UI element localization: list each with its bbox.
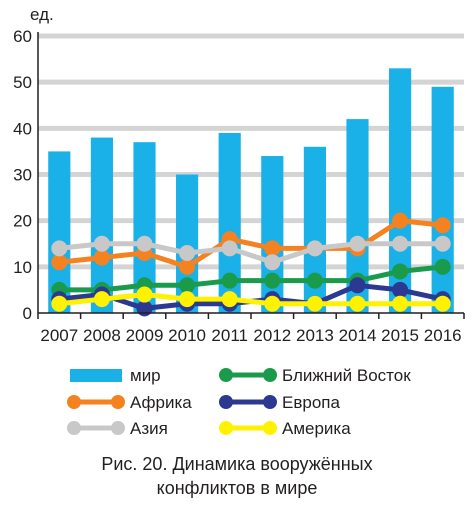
point-азия-2012 bbox=[264, 254, 281, 271]
x-tick-label-2012: 2012 bbox=[253, 326, 291, 345]
y-tick-label-10: 10 bbox=[13, 258, 32, 277]
x-tick-label-2007: 2007 bbox=[40, 326, 78, 345]
x-tick-label-2010: 2010 bbox=[168, 326, 206, 345]
point-азия-2014 bbox=[349, 235, 366, 252]
y-tick-label-50: 50 bbox=[13, 73, 32, 92]
axes bbox=[37, 32, 465, 319]
point-азия-2015 bbox=[392, 235, 409, 252]
legend-marker-left-азия bbox=[67, 421, 81, 435]
point-африка-2016 bbox=[434, 217, 451, 234]
line-африка bbox=[59, 218, 443, 270]
point-африка-2008 bbox=[93, 249, 110, 266]
bar-2011 bbox=[218, 132, 241, 313]
x-tick-label-2013: 2013 bbox=[296, 326, 334, 345]
legend-marker-right-азия bbox=[111, 421, 125, 435]
legend-label-азия: Азия bbox=[130, 419, 168, 438]
y-tick-labels: 0 10 20 30 40 50 60 bbox=[13, 27, 32, 323]
line-азия bbox=[59, 241, 443, 265]
legend-marker-right-америка bbox=[263, 421, 277, 435]
point-азия-2013 bbox=[306, 240, 323, 257]
point-ближний-восток-2011 bbox=[221, 272, 238, 289]
point-ближний-восток-2015 bbox=[392, 263, 409, 280]
point-азия-2007 bbox=[51, 240, 68, 257]
legend-swatch-мир bbox=[70, 369, 122, 382]
legend-label-африка: Африка bbox=[130, 393, 192, 412]
point-азия-2008 bbox=[93, 235, 110, 252]
caption-line-2: конфликтов в мире bbox=[156, 478, 318, 498]
caption-line-1: Рис. 20. Динамика вооружённых bbox=[101, 454, 373, 474]
point-ближний-восток-2012 bbox=[264, 272, 281, 289]
legend-label-мир: мир bbox=[130, 366, 161, 385]
point-америка-2013 bbox=[306, 295, 323, 312]
point-европа-2014 bbox=[349, 277, 366, 294]
line-series bbox=[51, 212, 451, 317]
point-америка-2016 bbox=[434, 295, 451, 312]
legend-label-ближний-восток: Ближний Восток bbox=[282, 366, 411, 385]
point-америка-2009 bbox=[136, 286, 153, 303]
x-tick-label-2015: 2015 bbox=[381, 326, 419, 345]
bar-2014 bbox=[346, 119, 369, 313]
point-ближний-восток-2016 bbox=[434, 258, 451, 275]
point-ближний-восток-2010 bbox=[179, 277, 196, 294]
point-европа-2009 bbox=[136, 300, 153, 317]
legend-marker-left-африка bbox=[67, 395, 81, 409]
legend-marker-left-ближний-восток bbox=[219, 368, 233, 382]
point-ближний-восток-2013 bbox=[306, 272, 323, 289]
bar-2009 bbox=[133, 142, 156, 313]
bar-2008 bbox=[90, 137, 113, 313]
point-африка-2015 bbox=[392, 212, 409, 229]
x-tick-label-2016: 2016 bbox=[424, 326, 462, 345]
line-ближний-восток bbox=[59, 264, 443, 293]
legend-label-америка: Америка bbox=[282, 419, 351, 438]
bar-2012 bbox=[261, 156, 284, 313]
legend-marker-right-ближний-восток bbox=[263, 368, 277, 382]
point-африка-2007 bbox=[51, 254, 68, 271]
point-африка-2012 bbox=[264, 240, 281, 257]
bar-2010 bbox=[176, 174, 199, 313]
figure-caption: Рис. 20. Динамика вооружённых конфликтов… bbox=[0, 452, 474, 500]
y-tick-label-60: 60 bbox=[13, 27, 32, 46]
y-tick-label-30: 30 bbox=[13, 166, 32, 185]
x-tick-labels: 2007 2008 2009 2010 2011 2012 2013 2014 2015 2016 bbox=[40, 326, 461, 345]
bar-2013 bbox=[303, 146, 326, 313]
point-америка-2010 bbox=[179, 291, 196, 308]
point-азия-2009 bbox=[136, 235, 153, 252]
y-tick-label-20: 20 bbox=[13, 212, 32, 231]
point-азия-2011 bbox=[221, 240, 238, 257]
legend-marker-left-америка bbox=[219, 421, 233, 435]
x-tick-label-2009: 2009 bbox=[126, 326, 164, 345]
x-tick-label-2008: 2008 bbox=[83, 326, 121, 345]
legend-marker-left-европа bbox=[219, 395, 233, 409]
line-америка bbox=[59, 292, 443, 307]
y-tick-label-0: 0 bbox=[23, 304, 32, 323]
point-америка-2011 bbox=[221, 291, 238, 308]
x-tick-label-2011: 2011 bbox=[211, 326, 248, 345]
point-азия-2016 bbox=[434, 235, 451, 252]
y-axis-label: ед. bbox=[30, 5, 54, 24]
legend-marker-right-европа bbox=[263, 395, 277, 409]
point-америка-2012 bbox=[264, 295, 281, 312]
legend: мир Африка Азия Ближний Восток Европа Америка bbox=[67, 366, 411, 438]
legend-label-европа: Европа bbox=[282, 393, 340, 412]
bar-2016 bbox=[431, 86, 454, 314]
point-европа-2015 bbox=[392, 281, 409, 298]
bar-2007 bbox=[48, 151, 71, 313]
point-америка-2008 bbox=[93, 291, 110, 308]
x-tick-label-2014: 2014 bbox=[339, 326, 377, 345]
legend-marker-right-африка bbox=[111, 395, 125, 409]
bar-2015 bbox=[389, 68, 412, 313]
y-tick-label-40: 40 bbox=[13, 119, 32, 138]
bars-mir bbox=[48, 68, 454, 314]
point-африка-2010 bbox=[179, 258, 196, 275]
point-америка-2015 bbox=[392, 295, 409, 312]
point-азия-2010 bbox=[179, 244, 196, 261]
point-америка-2007 bbox=[51, 295, 68, 312]
point-америка-2014 bbox=[349, 295, 366, 312]
